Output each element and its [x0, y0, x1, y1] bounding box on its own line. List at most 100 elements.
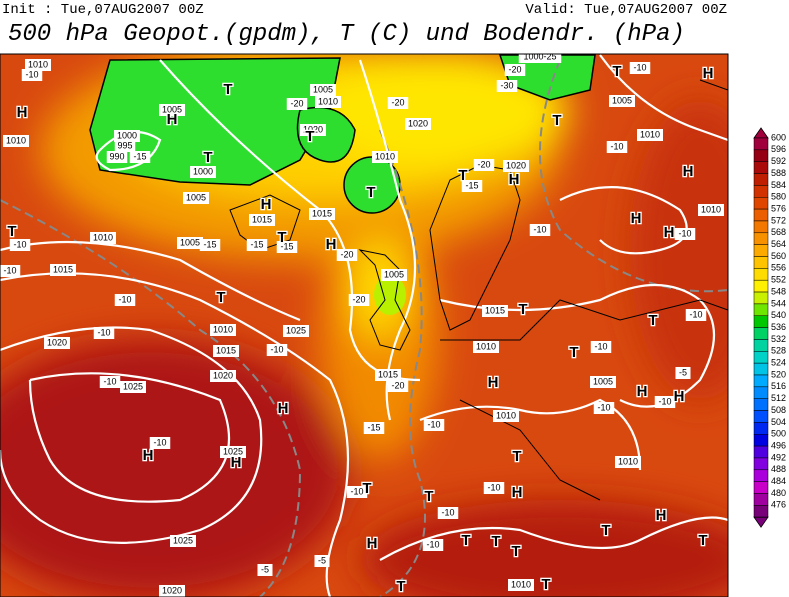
colorbar-label: 556 [771, 263, 786, 273]
pressure-center: T [305, 128, 314, 145]
contour-label: 1005 [593, 376, 613, 386]
colorbar-label: 564 [771, 239, 786, 249]
colorbar-label: 576 [771, 203, 786, 213]
contour-label: 1010 [318, 96, 338, 106]
contour-label: 1020 [506, 160, 526, 170]
label-box [461, 180, 483, 192]
contour-label: 1010 [375, 151, 395, 161]
label-box [266, 344, 288, 356]
label-box [310, 84, 336, 96]
colorbar-label: 528 [771, 346, 786, 356]
label-box [387, 380, 409, 392]
label-box [508, 579, 534, 591]
colorbar-swatch [753, 505, 769, 518]
label-box [609, 95, 635, 107]
contour-label: 1015 [216, 345, 236, 355]
label-box [629, 62, 651, 74]
contour-label: -10 [25, 69, 38, 79]
contour-label: -5 [318, 555, 326, 565]
colorbar-label: 540 [771, 310, 786, 320]
pressure-center: T [541, 576, 550, 593]
pressure-center: T [518, 301, 527, 318]
label-box [493, 410, 519, 422]
contour-label: -10 [533, 224, 546, 234]
contour-label: -10 [270, 344, 283, 354]
contour-label: -20 [290, 98, 303, 108]
colorbar-swatch [753, 279, 769, 293]
contour-label: -15 [133, 151, 146, 161]
pressure-center: T [461, 532, 470, 549]
contour-label: 1000 [193, 166, 213, 176]
map-frame [0, 53, 729, 597]
label-box [190, 166, 216, 178]
pressure-center: H [367, 535, 378, 552]
contour-label: -10 [597, 402, 610, 412]
pressure-center: H [278, 400, 289, 417]
contour-label: 1020 [162, 585, 182, 595]
label-box [372, 151, 398, 163]
colorbar-swatch [753, 291, 769, 305]
colorbar-label: 572 [771, 215, 786, 225]
contour-label: 1015 [312, 208, 332, 218]
contour-label: 1015 [378, 369, 398, 379]
contour-label: -20 [508, 64, 521, 74]
contour-label: 1025 [286, 325, 306, 335]
label-box [473, 159, 495, 171]
pressure-center: H [143, 447, 154, 464]
colorbar-top-arrow [753, 127, 769, 139]
label-box [300, 124, 326, 136]
pressure-center: T [458, 167, 467, 184]
contour-label: -20 [340, 249, 353, 259]
colorbar-swatch [753, 303, 769, 316]
pressure-center: H [637, 383, 648, 400]
pressure-center: T [366, 184, 375, 201]
label-box [381, 269, 407, 281]
colorbar-label: 544 [771, 298, 786, 308]
colorbar-label: 496 [771, 440, 786, 450]
contour-label: 1025 [173, 535, 193, 545]
colorbar-swatch [753, 481, 769, 494]
label-box [249, 214, 275, 226]
label-box [590, 376, 616, 388]
contour-label: -15 [280, 241, 293, 251]
label-box [210, 370, 236, 382]
label-box [129, 151, 151, 163]
pressure-center: H [703, 65, 714, 82]
colorbar-label: 560 [771, 251, 786, 261]
label-box [503, 160, 529, 172]
colorbar-label: 600 [771, 132, 786, 142]
label-box [606, 141, 628, 153]
label-box [363, 422, 385, 434]
label-box [348, 294, 370, 306]
pressure-center: T [552, 112, 561, 129]
label-box [675, 367, 691, 379]
label-box [422, 539, 444, 551]
label-box [283, 325, 309, 337]
colorbar-swatch [753, 434, 769, 447]
label-box [315, 96, 341, 108]
contour-label: 1010 [640, 129, 660, 139]
contour-label: -20 [352, 294, 365, 304]
label-box [286, 98, 308, 110]
label-box [336, 249, 358, 261]
contour-label: 1005 [384, 269, 404, 279]
contour-label: -10 [487, 482, 500, 492]
label-box [529, 224, 551, 236]
colorbar-label: 592 [771, 156, 786, 166]
colorbar-swatch [753, 185, 769, 198]
colorbar-swatch [753, 351, 769, 364]
pressure-center: T [491, 533, 500, 550]
contour-label: 1000 [117, 130, 137, 140]
pressure-center: T [612, 63, 621, 80]
label-box [593, 402, 615, 414]
colorbar-label: 512 [771, 393, 786, 403]
pressure-center: T [569, 344, 578, 361]
label-box [159, 585, 185, 597]
colorbar-label: 584 [771, 180, 786, 190]
label-box [106, 151, 128, 163]
contour-label: 1005 [313, 84, 333, 94]
label-box [437, 507, 459, 519]
colorbar-bottom-arrow [753, 516, 769, 528]
pressure-center: T [512, 448, 521, 465]
